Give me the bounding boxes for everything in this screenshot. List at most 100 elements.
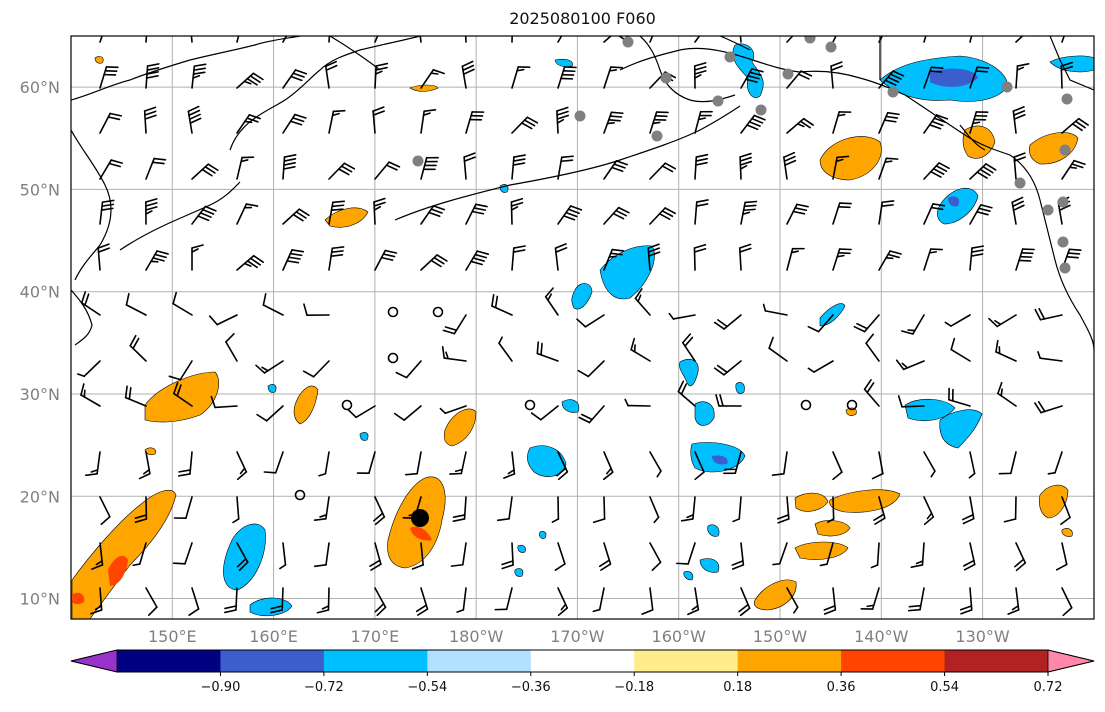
wind-barb: [236, 542, 249, 571]
wind-barb: [603, 160, 629, 180]
wind-barb: [786, 587, 799, 614]
wind-barb: [995, 339, 1017, 362]
wind-barb: [602, 451, 614, 481]
wind-barb: [511, 36, 513, 43]
wind-barb: [1061, 587, 1073, 617]
wind-barb: [415, 587, 429, 616]
colorbar-tick-label: 0.36: [827, 680, 856, 695]
wind-barb: [464, 36, 467, 43]
wind-barb: [923, 496, 935, 526]
wind-barb: [420, 156, 439, 180]
wind-barb: [282, 113, 307, 134]
wind-barb: [511, 245, 526, 271]
wind-barb: [676, 542, 696, 565]
wind-barb: [786, 117, 814, 134]
colorbar-segment: [841, 650, 946, 672]
wind-barb: [830, 61, 843, 89]
wind-barb: [694, 451, 705, 481]
wind-barb: [961, 496, 975, 525]
wind-barb: [807, 314, 834, 333]
wind-barb: [923, 162, 950, 180]
wind-barb: [465, 250, 490, 271]
wind-barb: [236, 451, 248, 481]
colorbar-segment: [634, 650, 739, 672]
wind-barb: [871, 451, 884, 480]
wind-barb: [187, 105, 202, 134]
wind-barb: [439, 405, 467, 415]
wind-barb: [236, 254, 264, 271]
wind-barb: [577, 360, 605, 378]
wind-barb: [923, 248, 943, 271]
colorbar-segment: [117, 650, 221, 672]
wind-barb: [1060, 496, 1071, 526]
wind-barb: [225, 333, 238, 362]
wind-barb: [511, 66, 531, 89]
wind-barb: [832, 451, 843, 481]
wind-barb: [97, 243, 111, 271]
wind-barb: [442, 314, 467, 335]
wind-barb: [598, 542, 612, 571]
wind-barb: [895, 359, 925, 371]
wind-barb: [145, 198, 158, 225]
wind-barb: [282, 208, 310, 225]
wind-barb: [99, 159, 123, 180]
colorbar-tick-label: −0.36: [511, 680, 551, 695]
wind-barb: [649, 496, 660, 524]
wind-barb: [832, 36, 837, 43]
colorbar-segment: [427, 650, 532, 672]
latitude-label: 50°N: [20, 180, 60, 199]
wind-barb: [411, 542, 424, 570]
wind-barb: [647, 243, 661, 271]
wind-barb: [738, 587, 751, 617]
wind-barb: [210, 395, 238, 409]
wind-barb: [511, 154, 526, 180]
wind-barb: [190, 36, 193, 43]
wind-barb: [998, 451, 1017, 475]
wind-barb: [84, 451, 101, 477]
wind-barb: [450, 542, 467, 567]
wind-barb: [172, 542, 193, 565]
wind-barb: [630, 337, 651, 362]
wind-barb: [374, 62, 389, 89]
wind-barb: [997, 381, 1017, 407]
wind-barb: [270, 587, 284, 614]
wind-barb: [420, 254, 448, 271]
wind-barb: [282, 69, 308, 89]
colorbar: [70, 649, 1095, 673]
wind-barb: [865, 333, 880, 362]
wind-barb: [463, 152, 476, 180]
wind-barb: [969, 245, 985, 271]
wind-barb: [1034, 400, 1063, 414]
wind-barb: [208, 314, 238, 326]
wind-barb: [503, 451, 516, 479]
wind-barb: [318, 451, 330, 477]
wind-barb: [129, 334, 147, 362]
wind-barb: [878, 157, 899, 180]
latitude-labels: 60°N 50°N 40°N 30°N 20°N 10°N: [20, 78, 60, 608]
wind-barb: [328, 246, 345, 271]
longitude-label: 170°W: [550, 627, 605, 646]
negative-anomaly-regions: [223, 43, 1094, 617]
wind-barb: [783, 151, 797, 180]
map-frame: [70, 35, 1095, 620]
map-background: [71, 36, 1094, 619]
colorbar-labels: −0.90 −0.72 −0.54 −0.36 −0.18 0.18 0.36 0.54 0.7…: [201, 672, 1062, 695]
wind-barb: [145, 587, 158, 616]
wind-barb: [873, 496, 886, 525]
colorbar-segment: [323, 650, 428, 672]
wind-barb: [853, 314, 880, 333]
wind-barb: [236, 114, 261, 134]
colorbar-extend-min: [70, 649, 118, 673]
wind-barb: [1015, 36, 1040, 43]
wind-barb: [786, 203, 809, 225]
wind-barb: [768, 336, 788, 362]
graticule: [71, 36, 1094, 619]
wind-barb: [138, 451, 151, 480]
wind-barb: [649, 207, 676, 225]
negative-strong-regions: [712, 68, 978, 465]
wind-barb: [255, 360, 284, 374]
wind-barb: [988, 314, 1017, 328]
wind-barb: [168, 360, 193, 381]
wind-barb: [134, 496, 148, 523]
colorbar-outline: [70, 649, 1095, 673]
